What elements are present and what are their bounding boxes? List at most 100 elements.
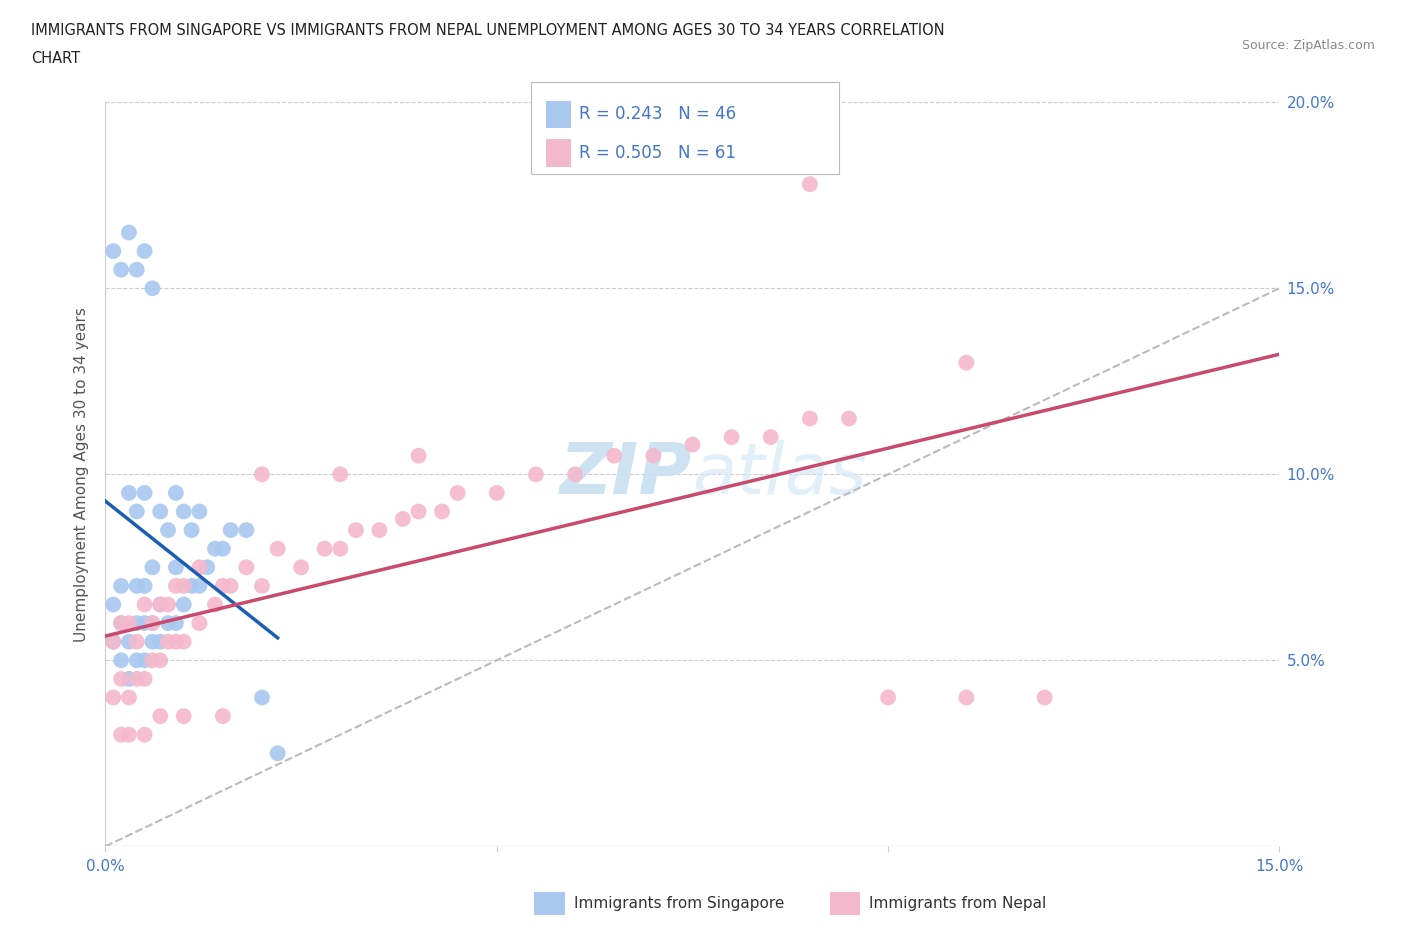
Point	[759, 430, 782, 445]
Point	[165, 578, 187, 593]
Point	[266, 541, 288, 556]
Point	[173, 504, 195, 519]
Point	[149, 709, 172, 724]
Point	[188, 560, 211, 575]
Point	[118, 485, 141, 500]
Point	[877, 690, 900, 705]
Text: Source: ZipAtlas.com: Source: ZipAtlas.com	[1241, 39, 1375, 52]
Point	[1033, 690, 1056, 705]
Point	[603, 448, 626, 463]
Point	[110, 671, 132, 686]
Point	[720, 430, 742, 445]
Point	[110, 727, 132, 742]
Point	[134, 578, 156, 593]
Point	[149, 634, 172, 649]
Y-axis label: Unemployment Among Ages 30 to 34 years: Unemployment Among Ages 30 to 34 years	[75, 307, 90, 642]
Text: Immigrants from Singapore: Immigrants from Singapore	[574, 896, 785, 910]
Point	[165, 485, 187, 500]
Point	[157, 634, 180, 649]
Point	[118, 616, 141, 631]
Point	[211, 578, 233, 593]
Point	[643, 448, 665, 463]
Point	[211, 709, 233, 724]
Point	[125, 671, 148, 686]
Point	[266, 746, 288, 761]
Point	[141, 616, 163, 631]
Point	[564, 467, 586, 482]
Point	[173, 578, 195, 593]
Point	[250, 467, 273, 482]
Point	[118, 690, 141, 705]
Point	[204, 541, 226, 556]
Point	[408, 504, 430, 519]
Text: R = 0.505   N = 61: R = 0.505 N = 61	[579, 144, 737, 163]
Point	[173, 709, 195, 724]
Text: CHART: CHART	[31, 51, 80, 66]
Point	[149, 653, 172, 668]
Point	[195, 560, 218, 575]
Point	[430, 504, 453, 519]
Point	[103, 244, 125, 259]
Point	[134, 616, 156, 631]
Point	[103, 597, 125, 612]
Point	[110, 262, 132, 277]
Point	[799, 177, 821, 192]
Point	[173, 634, 195, 649]
Point	[180, 578, 202, 593]
Point	[103, 690, 125, 705]
Point	[157, 523, 180, 538]
Point	[134, 671, 156, 686]
Point	[134, 597, 156, 612]
Point	[149, 597, 172, 612]
Point	[165, 616, 187, 631]
Point	[141, 653, 163, 668]
Point	[165, 560, 187, 575]
Point	[235, 523, 257, 538]
Point	[446, 485, 468, 500]
Point	[188, 504, 211, 519]
Point	[134, 244, 156, 259]
Point	[103, 634, 125, 649]
Point	[141, 634, 163, 649]
Point	[118, 727, 141, 742]
Point	[314, 541, 336, 556]
Point	[103, 634, 125, 649]
Point	[173, 597, 195, 612]
Point	[125, 262, 148, 277]
Point	[219, 578, 242, 593]
Point	[134, 727, 156, 742]
Point	[368, 523, 391, 538]
Point	[110, 616, 132, 631]
Point	[118, 671, 141, 686]
Point	[204, 597, 226, 612]
Point	[329, 541, 352, 556]
Point	[250, 690, 273, 705]
Point	[157, 616, 180, 631]
Point	[290, 560, 312, 575]
Point	[408, 448, 430, 463]
Point	[125, 578, 148, 593]
Point	[134, 653, 156, 668]
Point	[485, 485, 508, 500]
Text: R = 0.243   N = 46: R = 0.243 N = 46	[579, 105, 737, 124]
Point	[838, 411, 860, 426]
Point	[149, 597, 172, 612]
Point	[141, 281, 163, 296]
Point	[157, 597, 180, 612]
Point	[524, 467, 547, 482]
Text: ZIP: ZIP	[560, 440, 692, 509]
Point	[180, 523, 202, 538]
Text: IMMIGRANTS FROM SINGAPORE VS IMMIGRANTS FROM NEPAL UNEMPLOYMENT AMONG AGES 30 TO: IMMIGRANTS FROM SINGAPORE VS IMMIGRANTS …	[31, 23, 945, 38]
Point	[344, 523, 367, 538]
Point	[141, 560, 163, 575]
Point	[125, 653, 148, 668]
Point	[329, 467, 352, 482]
Point	[211, 541, 233, 556]
Point	[955, 690, 977, 705]
Text: atlas: atlas	[692, 440, 868, 509]
Point	[134, 485, 156, 500]
Point	[110, 653, 132, 668]
Point	[118, 225, 141, 240]
Point	[219, 523, 242, 538]
Point	[955, 355, 977, 370]
